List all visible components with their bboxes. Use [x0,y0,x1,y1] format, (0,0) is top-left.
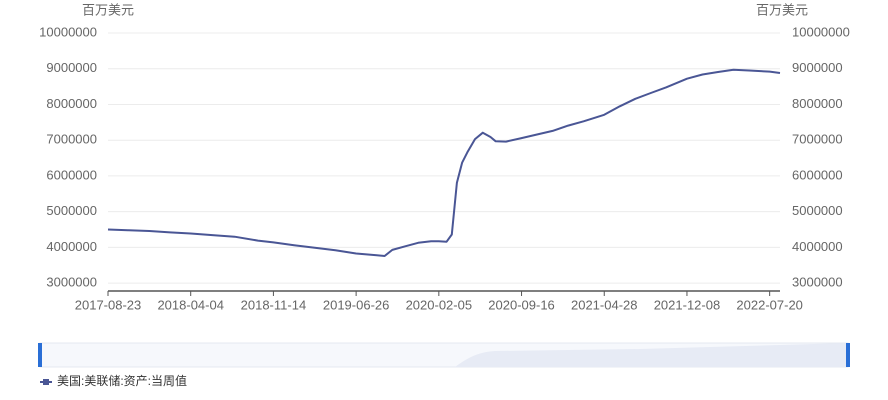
x-tick-label: 2019-06-26 [323,297,390,312]
legend-swatch [43,379,49,385]
x-tick-label: 2022-07-20 [736,297,803,312]
y2-tick-label: 3000000 [792,275,843,290]
zoom-preview [40,343,848,367]
legend-label: 美国:美联储:资产:当周值 [57,373,187,388]
y-tick-label: 7000000 [46,132,97,147]
y-axis-unit: 百万美元 [82,2,134,17]
y2-axis-unit: 百万美元 [756,2,808,17]
y-tick-label: 5000000 [46,203,97,218]
y-tick-label: 3000000 [46,275,97,290]
y-tick-label: 6000000 [46,167,97,182]
y-tick-label: 9000000 [46,60,97,75]
y2-tick-label: 7000000 [792,132,843,147]
y-tick-label: 4000000 [46,239,97,254]
zoom-handle-left[interactable] [38,343,42,367]
x-tick-label: 2020-09-16 [488,297,555,312]
y2-tick-label: 5000000 [792,203,843,218]
x-tick-label: 2018-11-14 [241,297,307,312]
x-tick-label: 2017-08-23 [75,297,142,312]
y2-tick-label: 4000000 [792,239,843,254]
zoom-handle-right[interactable] [846,343,850,367]
x-tick-label: 2021-12-08 [654,297,721,312]
x-tick-label: 2021-04-28 [571,297,638,312]
data-zoom[interactable] [38,342,850,368]
y2-tick-label: 8000000 [792,96,843,111]
y2-tick-label: 9000000 [792,60,843,75]
y2-tick-label: 6000000 [792,167,843,182]
series-line [107,68,781,257]
x-tick-label: 2020-02-05 [406,297,473,312]
y2-tick-label: 10000000 [792,24,850,39]
y-tick-label: 8000000 [46,96,97,111]
x-tick-label: 2018-04-04 [157,297,224,312]
y-tick-label: 10000000 [39,24,97,39]
